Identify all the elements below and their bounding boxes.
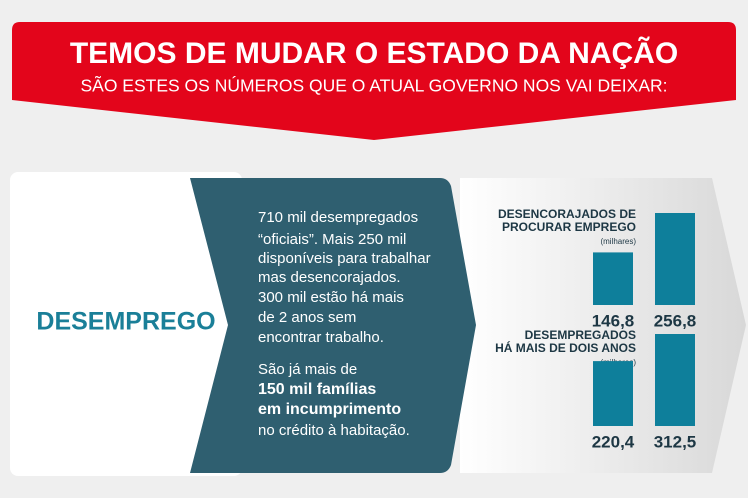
chart-title: DESEMPREGADOS <box>525 328 636 342</box>
text-chevron <box>190 178 476 473</box>
section-box <box>10 172 242 476</box>
content: 710 mil desempregados “oficiais”. Mais 25… <box>258 207 696 451</box>
chart-title: DESENCORAJADOS DE <box>498 207 636 221</box>
header-title: TEMOS DE MUDAR O ESTADO DA NAÇÃO <box>70 36 678 70</box>
value-label: 312,5 <box>654 432 697 451</box>
body-text: “oficiais”. Mais 250 mil <box>258 231 406 248</box>
body-text: em incumprimento <box>258 401 401 418</box>
body-text: de 2 anos sem <box>258 309 356 326</box>
chart-unit: (milhares) <box>600 237 636 246</box>
body-text: 150 mil famílias <box>258 381 376 398</box>
value-label: 256,8 <box>654 311 697 330</box>
body-text: encontrar trabalho. <box>258 329 384 346</box>
section-label: DESEMPREGO <box>36 308 215 336</box>
value-label: 146,8 <box>592 311 635 330</box>
body-text: 300 mil estão há mais <box>258 289 404 306</box>
value-label: 220,4 <box>592 432 635 451</box>
bar <box>655 334 695 426</box>
body-text: no crédito à habitação. <box>258 422 410 439</box>
chart-title: PROCURAR EMPREGO <box>502 220 636 234</box>
body-text: São já mais de <box>258 361 357 378</box>
chart-title: HÁ MAIS DE DOIS ANOS <box>495 340 636 355</box>
bar <box>593 252 633 305</box>
body-text: mas desencorajados. <box>258 269 401 286</box>
body-text: 710 mil desempregados <box>258 209 418 226</box>
bar <box>593 361 633 426</box>
body-text: disponíveis para trabalhar <box>258 250 431 267</box>
bar <box>655 213 695 305</box>
header-banner <box>12 22 736 140</box>
header-subtitle: SÃO ESTES OS NÚMEROS QUE O ATUAL GOVERNO… <box>80 75 667 96</box>
